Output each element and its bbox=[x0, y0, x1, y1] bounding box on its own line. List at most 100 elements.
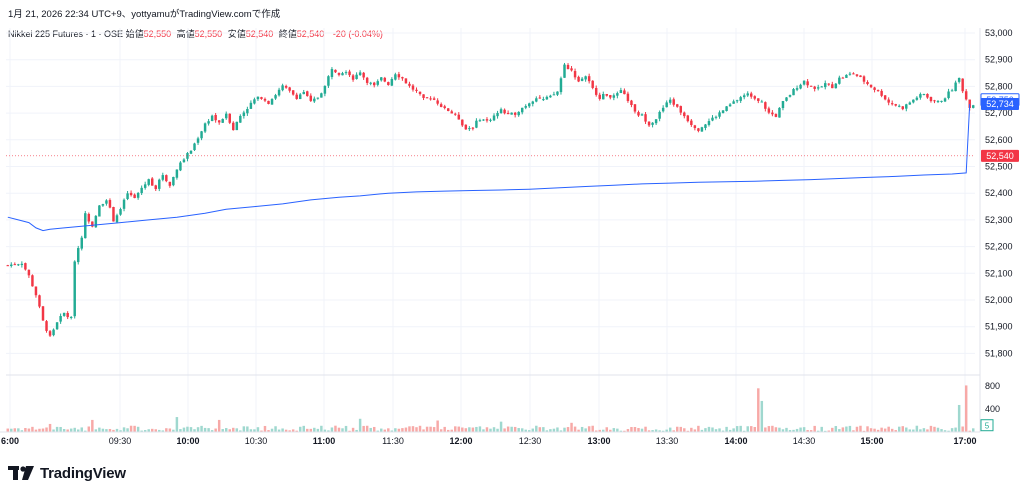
candle-body bbox=[506, 112, 510, 115]
volume-bar bbox=[788, 430, 792, 432]
candle-body bbox=[112, 207, 115, 222]
time-tick-label: 6:00 bbox=[1, 436, 19, 446]
volume-bar bbox=[38, 428, 41, 432]
volume-bar bbox=[520, 428, 524, 432]
tradingview-logo[interactable]: TradingView bbox=[8, 463, 126, 483]
volume-bar bbox=[288, 430, 291, 432]
candle-body bbox=[288, 87, 291, 91]
candle-body bbox=[919, 94, 922, 98]
candle-body bbox=[922, 94, 926, 96]
volume-bar bbox=[267, 430, 270, 432]
volume-bar bbox=[862, 430, 866, 432]
volume-bar bbox=[746, 426, 749, 432]
candle-body bbox=[964, 91, 968, 100]
candle-body bbox=[535, 98, 538, 102]
volume-bar bbox=[143, 430, 147, 432]
volume-bar bbox=[873, 428, 876, 432]
candle-body bbox=[654, 119, 658, 124]
volume-bar bbox=[742, 430, 746, 432]
candle-body bbox=[750, 93, 753, 97]
candle-body bbox=[651, 122, 654, 125]
volume-bar bbox=[249, 429, 253, 432]
volume-bar bbox=[806, 430, 809, 432]
candle-body bbox=[785, 97, 788, 101]
volume-bar bbox=[394, 428, 397, 432]
candle-body bbox=[27, 269, 31, 276]
candle-body bbox=[232, 122, 235, 131]
candle-body bbox=[31, 275, 34, 287]
volume-bar bbox=[887, 426, 890, 432]
volume-bar bbox=[372, 426, 376, 432]
candle-body bbox=[616, 93, 619, 96]
candle-body bbox=[972, 105, 975, 108]
volume-bar bbox=[112, 429, 115, 432]
candle-body bbox=[478, 120, 482, 122]
candle-body bbox=[834, 83, 838, 89]
candle-body bbox=[915, 97, 919, 100]
candle-body bbox=[602, 94, 605, 100]
volume-bar bbox=[390, 430, 394, 432]
volume-bar bbox=[584, 428, 587, 432]
candle-body bbox=[411, 85, 415, 90]
volume-bar bbox=[831, 427, 834, 432]
candle-body bbox=[799, 84, 802, 89]
price-tick-label: 52,800 bbox=[985, 81, 1013, 91]
volume-bar bbox=[866, 426, 869, 432]
candle-body bbox=[59, 316, 62, 322]
candle-body bbox=[746, 93, 749, 96]
volume-bar bbox=[150, 428, 154, 432]
candle-body bbox=[217, 120, 221, 123]
candle-body bbox=[179, 162, 182, 171]
candle-body bbox=[531, 101, 535, 104]
volume-bar bbox=[598, 429, 601, 432]
volume-bar bbox=[735, 426, 739, 432]
volume-bar bbox=[84, 430, 87, 432]
volume-bar bbox=[31, 426, 34, 432]
candle-body bbox=[298, 94, 302, 100]
candle-body bbox=[524, 106, 527, 108]
candle-body bbox=[69, 316, 73, 318]
candle-body bbox=[432, 98, 436, 100]
chart-axes: 53,000 52,900 52,800 52,700 52,600 52,500 52,4… bbox=[0, 28, 1013, 446]
volume-bar bbox=[302, 425, 305, 432]
time-tick-label: 13:30 bbox=[656, 436, 679, 446]
candle-body bbox=[542, 99, 545, 101]
volume-bar bbox=[908, 429, 912, 432]
candle-body bbox=[105, 200, 108, 204]
vwap-line bbox=[7, 103, 971, 232]
volume-bar bbox=[609, 429, 612, 432]
candle-body bbox=[461, 119, 464, 126]
volume-bar bbox=[929, 425, 933, 432]
candle-body bbox=[609, 95, 612, 98]
volume-bar bbox=[950, 428, 954, 432]
candle-body bbox=[580, 78, 584, 81]
price-tick-label: 51,800 bbox=[985, 348, 1013, 358]
volume-bar bbox=[337, 427, 341, 432]
candle-body bbox=[404, 78, 408, 84]
volume-bar bbox=[767, 426, 771, 432]
volume-bar bbox=[926, 429, 929, 432]
volume-bar bbox=[936, 427, 940, 432]
candle-body bbox=[365, 77, 369, 83]
chart-grid bbox=[6, 28, 975, 432]
volume-bar bbox=[954, 427, 957, 432]
candle-body bbox=[341, 73, 344, 76]
vwap-tag-text: 52,734 bbox=[986, 99, 1014, 109]
candle-body bbox=[98, 205, 101, 217]
candle-body bbox=[735, 100, 739, 102]
volume-tag-text: 5 bbox=[985, 422, 990, 431]
candle-body bbox=[482, 119, 485, 121]
candle-body bbox=[700, 127, 704, 132]
candle-body bbox=[559, 78, 563, 93]
candle-body bbox=[253, 99, 256, 104]
symbol-label[interactable]: Nikkei 225 Futures · 1 · OSE bbox=[8, 29, 124, 39]
volume-bar bbox=[799, 427, 802, 432]
volume-bar bbox=[496, 428, 499, 432]
time-tick-label: 11:00 bbox=[313, 436, 336, 446]
volume-bar bbox=[6, 428, 9, 432]
candle-body bbox=[362, 72, 365, 78]
volume-bar bbox=[239, 430, 242, 432]
close-label: 終値 bbox=[278, 29, 297, 39]
volume-bar bbox=[457, 426, 461, 432]
